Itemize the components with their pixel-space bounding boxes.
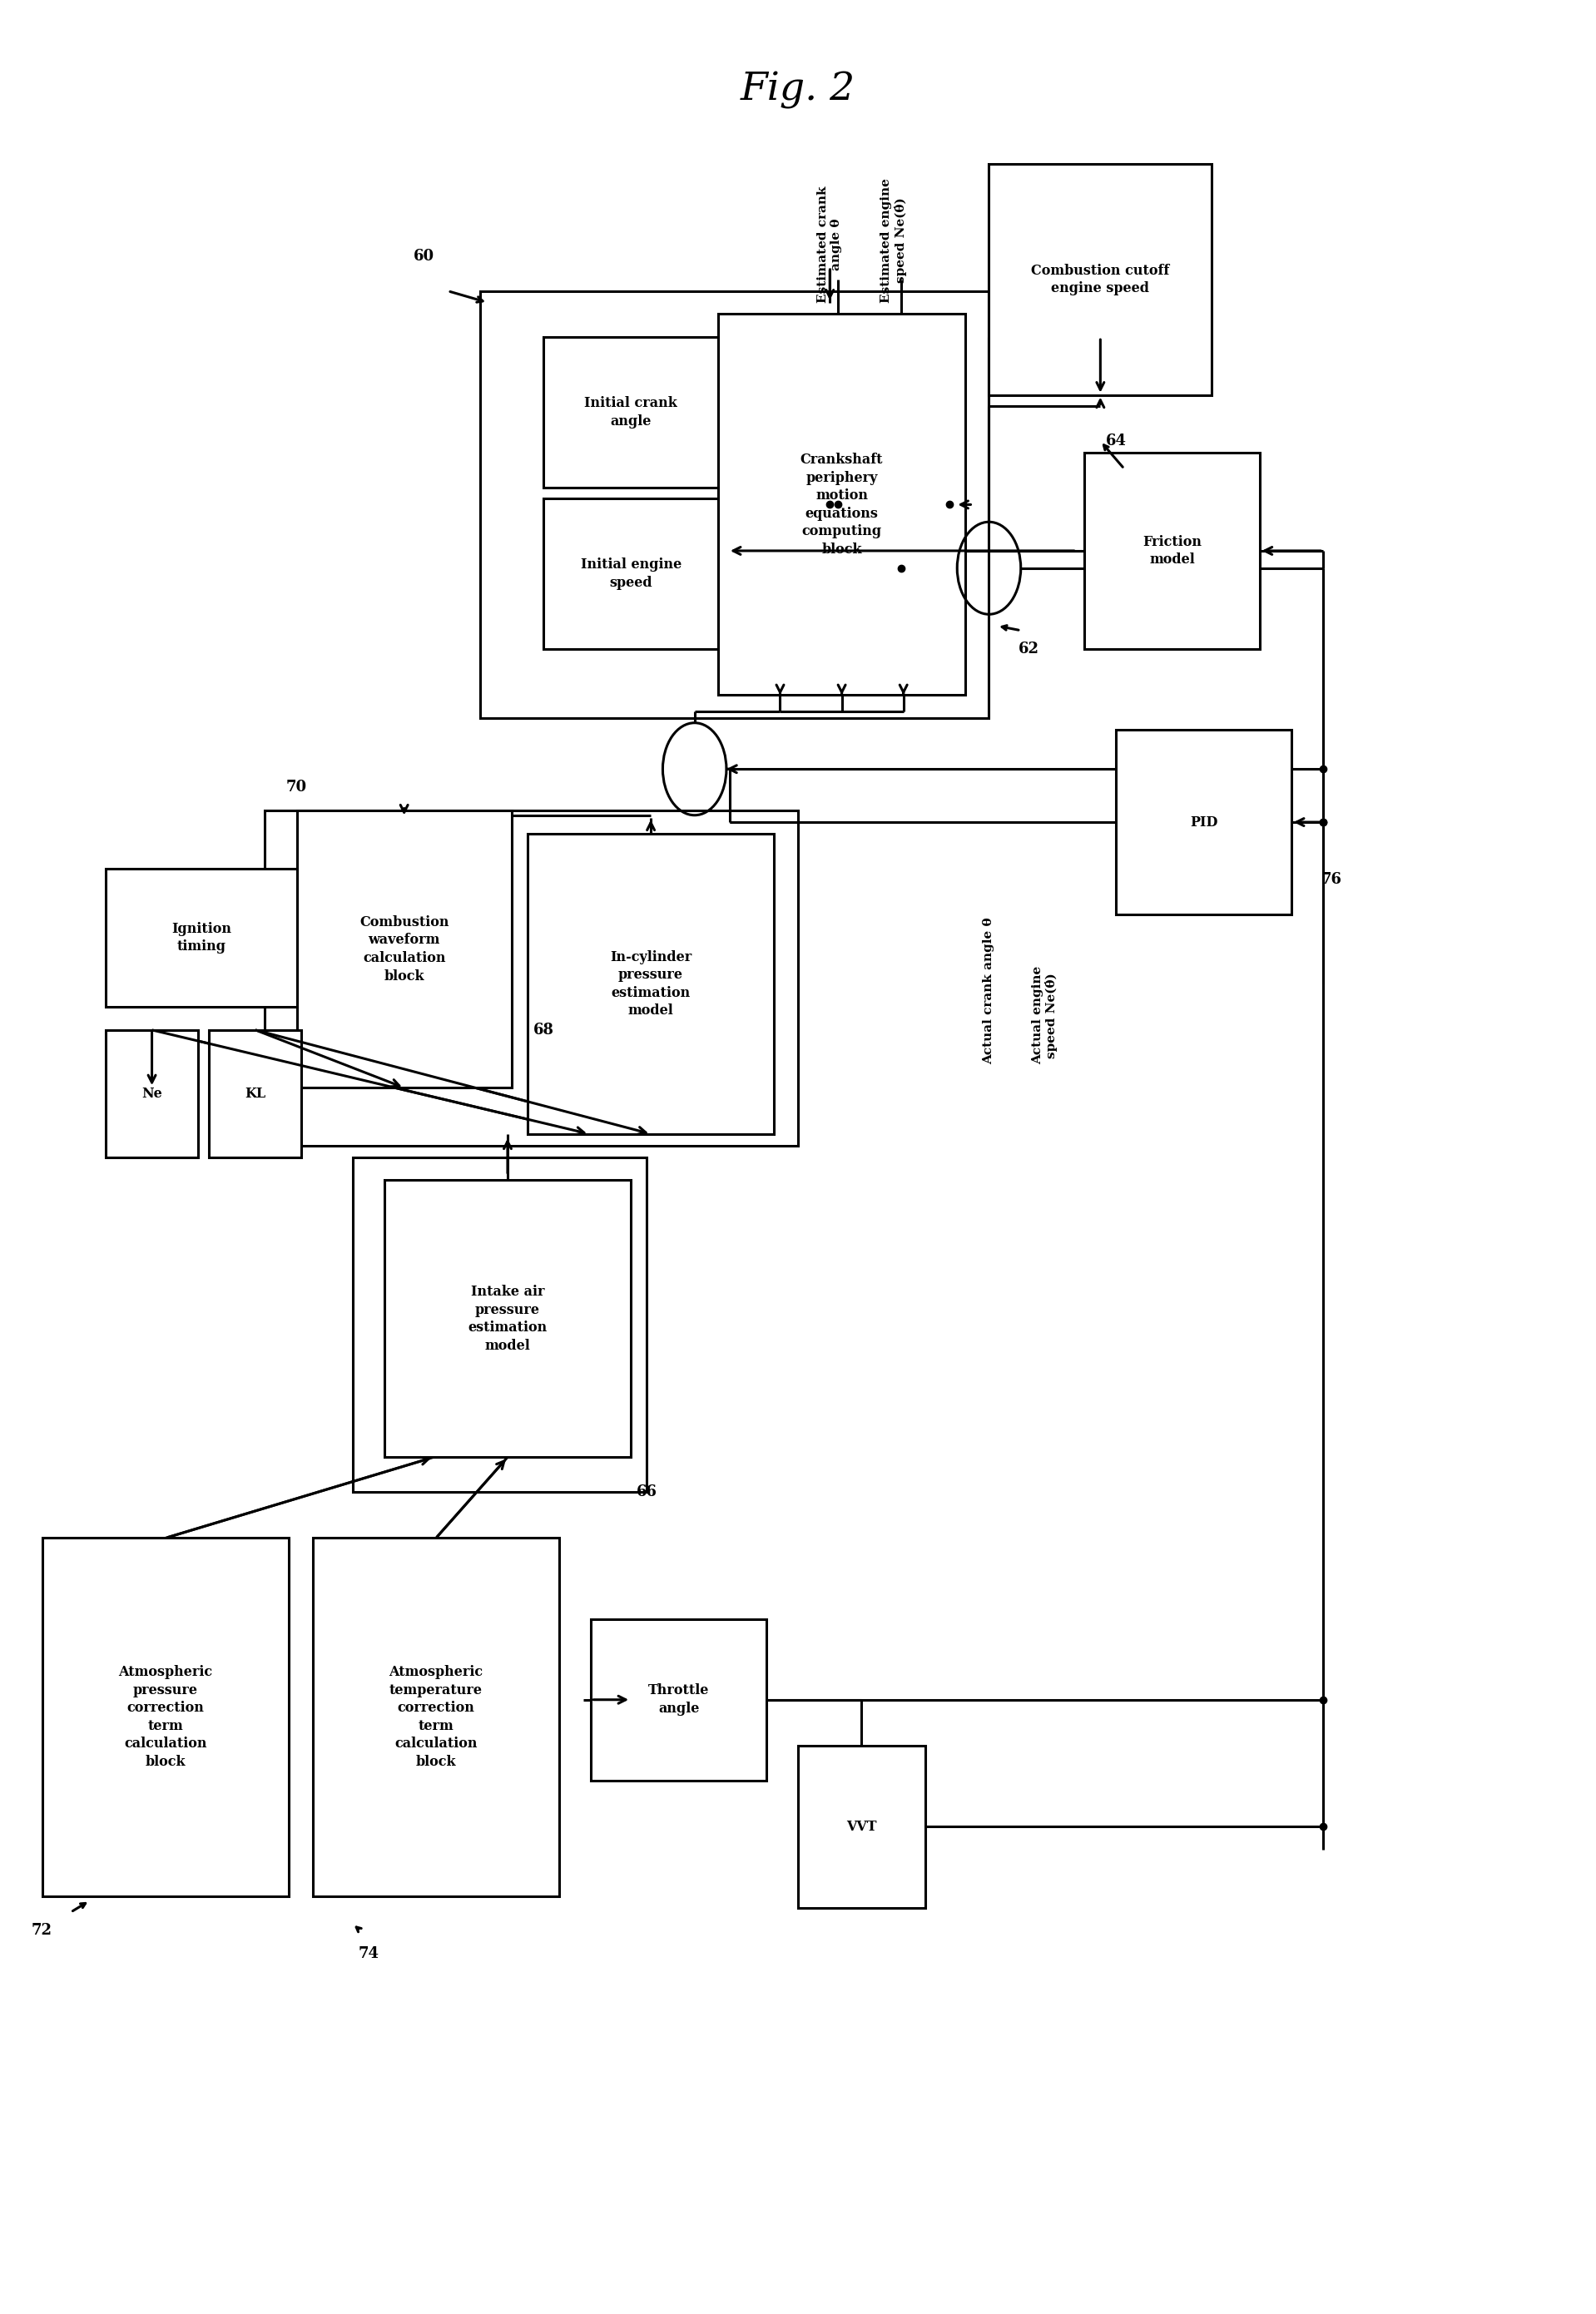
Bar <box>209 1030 302 1157</box>
Text: Actual crank angle θ: Actual crank angle θ <box>983 919 994 1064</box>
Text: Actual engine
speed Ne(θ̇): Actual engine speed Ne(θ̇) <box>1031 967 1058 1064</box>
Bar <box>543 338 718 488</box>
Bar <box>105 1030 198 1157</box>
Text: PID: PID <box>1191 815 1218 828</box>
Bar <box>480 292 990 717</box>
Text: In-cylinder
pressure
estimation
model: In-cylinder pressure estimation model <box>610 949 691 1018</box>
Text: KL: KL <box>244 1085 267 1101</box>
Bar <box>798 1745 926 1907</box>
Text: 70: 70 <box>286 780 306 796</box>
Bar <box>265 810 798 1145</box>
Text: Estimated crank
angle θ: Estimated crank angle θ <box>817 185 843 303</box>
Text: Initial engine
speed: Initial engine speed <box>581 558 681 590</box>
Text: Friction
model: Friction model <box>1143 535 1202 567</box>
Text: Initial crank
angle: Initial crank angle <box>584 396 677 428</box>
Text: 68: 68 <box>533 1023 554 1037</box>
Bar <box>1084 454 1259 648</box>
Text: Fig. 2: Fig. 2 <box>741 72 855 109</box>
Bar <box>105 868 297 1007</box>
Bar <box>1116 729 1291 914</box>
Text: 74: 74 <box>358 1946 378 1962</box>
Text: Intake air
pressure
estimation
model: Intake air pressure estimation model <box>468 1284 547 1354</box>
Text: VVT: VVT <box>846 1819 876 1833</box>
Text: Atmospheric
pressure
correction
term
calculation
block: Atmospheric pressure correction term cal… <box>118 1666 212 1768</box>
Bar <box>385 1180 630 1458</box>
Bar <box>718 315 966 694</box>
Text: Atmospheric
temperature
correction
term
calculation
block: Atmospheric temperature correction term … <box>389 1666 484 1768</box>
Bar <box>313 1539 559 1895</box>
Bar <box>297 810 512 1088</box>
Text: 66: 66 <box>637 1483 658 1499</box>
Text: 60: 60 <box>413 250 434 264</box>
Text: Throttle
angle: Throttle angle <box>648 1685 709 1715</box>
Bar <box>543 500 718 648</box>
Text: 64: 64 <box>1106 433 1127 449</box>
Text: 76: 76 <box>1321 872 1342 886</box>
Bar <box>990 164 1211 396</box>
Text: Combustion
waveform
calculation
block: Combustion waveform calculation block <box>359 914 448 983</box>
Text: 62: 62 <box>1018 641 1039 657</box>
Text: Crankshaft
periphery
motion
equations
computing
block: Crankshaft periphery motion equations co… <box>800 454 883 555</box>
Text: Estimated engine
speed Ne(θ̇): Estimated engine speed Ne(θ̇) <box>881 178 907 303</box>
Text: Combustion cutoff
engine speed: Combustion cutoff engine speed <box>1031 264 1170 296</box>
Text: Ne: Ne <box>142 1085 163 1101</box>
Bar <box>41 1539 289 1895</box>
Bar <box>353 1157 646 1493</box>
Bar <box>527 833 774 1134</box>
Text: Ignition
timing: Ignition timing <box>171 921 231 953</box>
Text: 72: 72 <box>32 1923 53 1939</box>
Bar <box>591 1620 766 1779</box>
